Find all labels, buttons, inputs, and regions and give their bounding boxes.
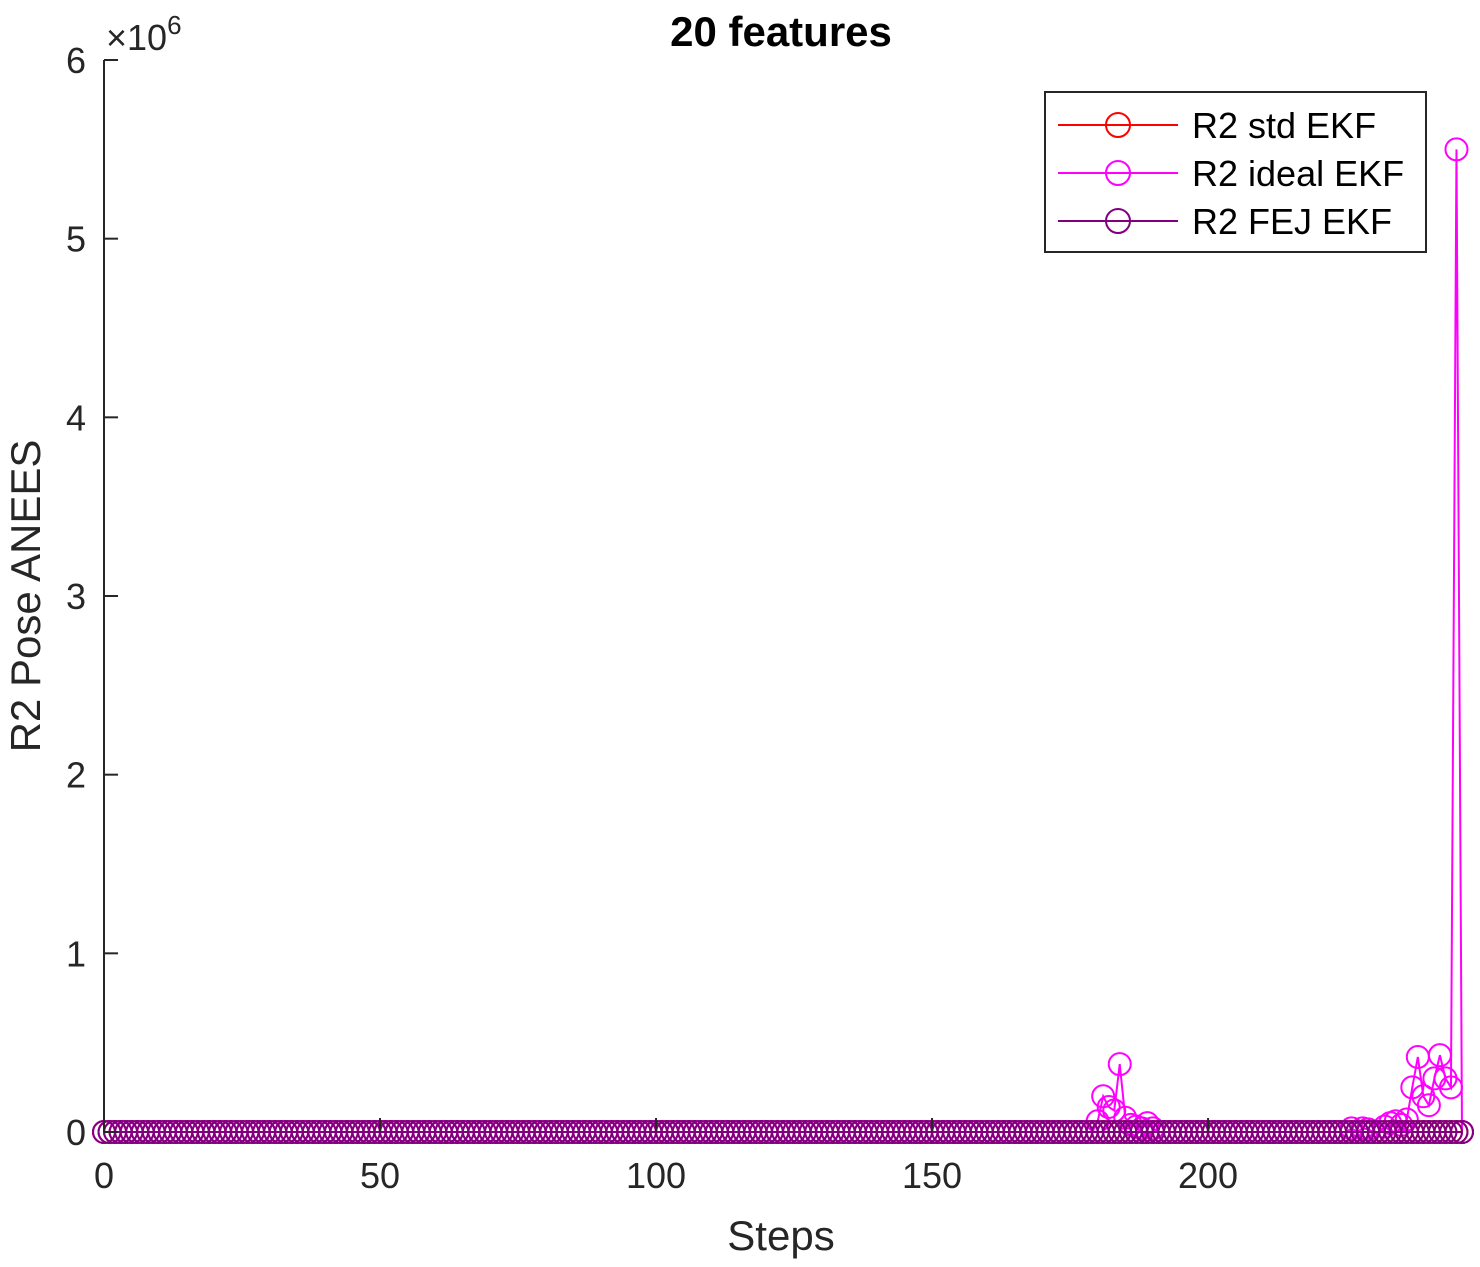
data-point bbox=[1427, 1043, 1452, 1068]
data-point bbox=[1444, 1120, 1469, 1144]
data-point bbox=[1438, 1120, 1463, 1144]
y-exponent-power: 6 bbox=[167, 10, 181, 40]
data-point bbox=[1372, 1114, 1397, 1139]
y-tick-label: 5 bbox=[66, 219, 86, 260]
y-exponent-base: ×10 bbox=[106, 17, 167, 58]
y-tick-label: 1 bbox=[66, 933, 86, 974]
plot-area bbox=[92, 137, 1474, 1144]
legend: R2 std EKF R2 ideal EKF R2 FEJ EKF bbox=[1044, 91, 1427, 253]
legend-entry-r2-ideal-ekf: R2 ideal EKF bbox=[1058, 153, 1404, 194]
legend-label: R2 ideal EKF bbox=[1192, 153, 1404, 194]
legend-marker bbox=[1105, 208, 1131, 234]
y-axis: 0 1 2 3 4 5 6 bbox=[66, 40, 118, 1153]
data-point bbox=[1433, 1120, 1458, 1144]
x-tick-label: 200 bbox=[1178, 1155, 1238, 1196]
y-tick-label: 6 bbox=[66, 40, 86, 81]
y-tick-label: 3 bbox=[66, 576, 86, 617]
y-tick-label: 2 bbox=[66, 755, 86, 796]
y-axis-label: R2 Pose ANEES bbox=[2, 440, 49, 753]
x-tick-label: 50 bbox=[360, 1155, 400, 1196]
series-r2-ideal-ekf bbox=[92, 137, 1474, 1144]
data-point bbox=[1450, 1120, 1474, 1144]
x-axis-label: Steps bbox=[727, 1212, 834, 1259]
legend-entry-r2-std-ekf: R2 std EKF bbox=[1058, 105, 1376, 146]
x-tick-label: 100 bbox=[626, 1155, 686, 1196]
legend-label: R2 FEJ EKF bbox=[1192, 201, 1392, 242]
data-point bbox=[1416, 1093, 1441, 1118]
data-point bbox=[1438, 1075, 1463, 1100]
legend-label: R2 std EKF bbox=[1192, 105, 1376, 146]
x-axis: 0 50 100 150 200 bbox=[94, 1118, 1238, 1196]
series-line bbox=[104, 149, 1463, 1134]
x-tick-label: 0 bbox=[94, 1155, 114, 1196]
legend-entry-r2-fej-ekf: R2 FEJ EKF bbox=[1058, 201, 1392, 242]
series-r2-fej-ekf bbox=[92, 1120, 1474, 1144]
x-tick-label: 150 bbox=[902, 1155, 962, 1196]
legend-marker bbox=[1105, 112, 1131, 138]
chart-title: 20 features bbox=[670, 8, 892, 55]
data-point bbox=[1444, 137, 1469, 162]
data-point bbox=[1107, 1052, 1132, 1077]
y-exponent-label: ×106 bbox=[106, 10, 182, 58]
legend-marker bbox=[1105, 160, 1131, 186]
y-tick-label: 4 bbox=[66, 397, 86, 438]
y-tick-label: 0 bbox=[66, 1112, 86, 1153]
data-point bbox=[1096, 1094, 1121, 1119]
